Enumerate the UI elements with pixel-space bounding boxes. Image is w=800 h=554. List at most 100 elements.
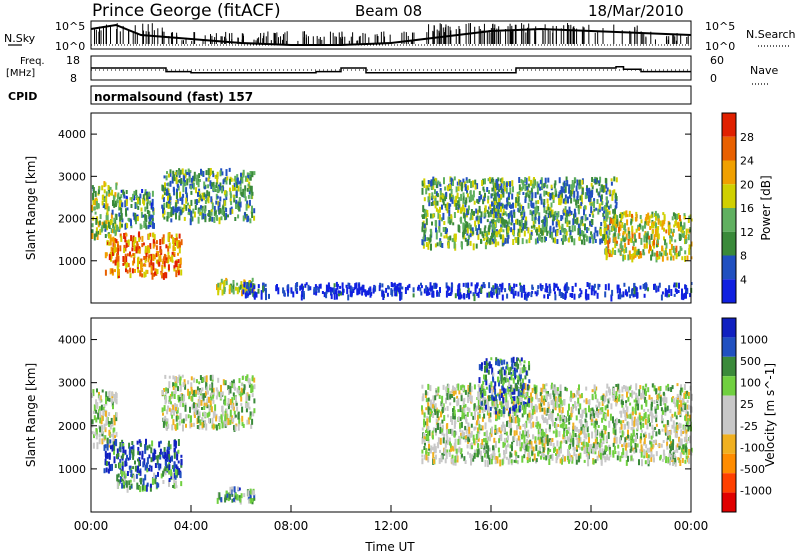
power-cell <box>129 267 132 273</box>
power-cell <box>468 199 471 203</box>
velocity-cell <box>609 413 612 421</box>
power-cell <box>556 230 559 237</box>
velocity-cell <box>215 387 218 392</box>
velocity-cell <box>424 421 427 426</box>
power-cell <box>350 286 353 292</box>
power-cell <box>589 237 592 244</box>
freq-unit-label: [MHz] <box>6 68 35 79</box>
velocity-cell <box>686 399 689 403</box>
velocity-cell <box>428 443 430 449</box>
power-cell <box>554 237 557 244</box>
velocity-cell <box>595 411 597 415</box>
velocity-cell <box>209 375 212 381</box>
power-cell <box>167 202 170 209</box>
power-cell <box>493 193 496 200</box>
power-cell <box>590 224 593 227</box>
power-cell <box>222 204 225 211</box>
power-cell <box>412 287 415 293</box>
power-cell <box>307 284 310 291</box>
power-cell <box>188 176 191 183</box>
velocity-cell <box>179 402 182 407</box>
power-cell <box>567 237 570 243</box>
velocity-cell <box>154 474 157 479</box>
velocity-cell <box>154 463 157 468</box>
power-cell <box>248 199 251 206</box>
power-cell <box>606 202 609 208</box>
velocity-cell <box>167 405 170 410</box>
power-cell <box>330 290 333 295</box>
power-cell <box>580 198 583 204</box>
power-cell <box>590 231 593 236</box>
velocity-cell <box>235 402 238 406</box>
velocity-cell <box>228 389 230 395</box>
power-cell <box>399 288 401 294</box>
velocity-cell <box>537 398 540 403</box>
power-cell <box>503 219 506 225</box>
power-cell <box>475 243 478 249</box>
colorbar-tick-label: 12 <box>740 226 754 239</box>
power-cell <box>683 222 686 230</box>
power-cell <box>565 282 568 290</box>
velocity-cell <box>204 412 207 418</box>
power-cell <box>439 287 441 293</box>
power-cell <box>167 182 170 187</box>
power-cell <box>558 198 561 205</box>
power-cell <box>607 283 610 291</box>
power-cell <box>103 220 106 224</box>
power-cell <box>147 233 150 240</box>
velocity-cell <box>477 415 479 422</box>
y-tick-label: 2000 <box>58 213 86 226</box>
power-cell <box>555 190 558 197</box>
velocity-cell <box>650 403 653 411</box>
power-cell <box>566 216 569 222</box>
power-cell <box>112 195 115 203</box>
power-cell <box>616 285 619 290</box>
power-cell <box>543 226 546 233</box>
power-cell <box>568 184 571 189</box>
velocity-cell <box>463 456 466 462</box>
velocity-cell <box>251 377 254 381</box>
power-cell <box>470 209 473 215</box>
velocity-cell <box>577 397 580 404</box>
power-cell <box>430 179 433 187</box>
power-cell <box>631 229 634 235</box>
power-cell <box>462 192 465 197</box>
power-cell <box>515 283 518 287</box>
velocity-cell <box>232 392 235 397</box>
power-cell <box>205 177 208 182</box>
power-cell <box>487 178 490 182</box>
power-cell <box>537 285 540 290</box>
power-cell <box>144 263 147 267</box>
power-cell <box>610 178 613 182</box>
velocity-cell <box>116 448 119 456</box>
power-cell <box>492 221 495 225</box>
power-cell <box>592 213 595 218</box>
power-cell <box>462 178 465 183</box>
power-cell <box>632 246 635 251</box>
power-cell <box>465 214 468 218</box>
power-cell <box>476 293 479 296</box>
power-cell <box>509 187 512 195</box>
power-cell <box>608 230 611 236</box>
velocity-cell <box>108 452 111 460</box>
velocity-cell <box>241 406 244 413</box>
power-cell <box>637 224 640 229</box>
velocity-cell <box>238 418 241 426</box>
power-cell <box>139 270 142 277</box>
power-cell <box>167 258 170 264</box>
velocity-cell <box>485 386 488 390</box>
velocity-cell <box>488 457 491 465</box>
velocity-cell <box>211 374 214 380</box>
power-cell <box>660 294 663 301</box>
power-cell <box>120 207 123 214</box>
colorbar-swatch <box>722 231 736 256</box>
power-cell <box>364 289 367 296</box>
velocity-cell <box>253 398 256 404</box>
power-cell <box>593 283 596 288</box>
velocity-cell <box>178 397 181 401</box>
velocity-cell <box>592 409 595 417</box>
power-cell <box>512 293 515 299</box>
velocity-cell <box>177 439 180 446</box>
power-cell <box>543 238 546 242</box>
power-cell <box>432 213 435 218</box>
